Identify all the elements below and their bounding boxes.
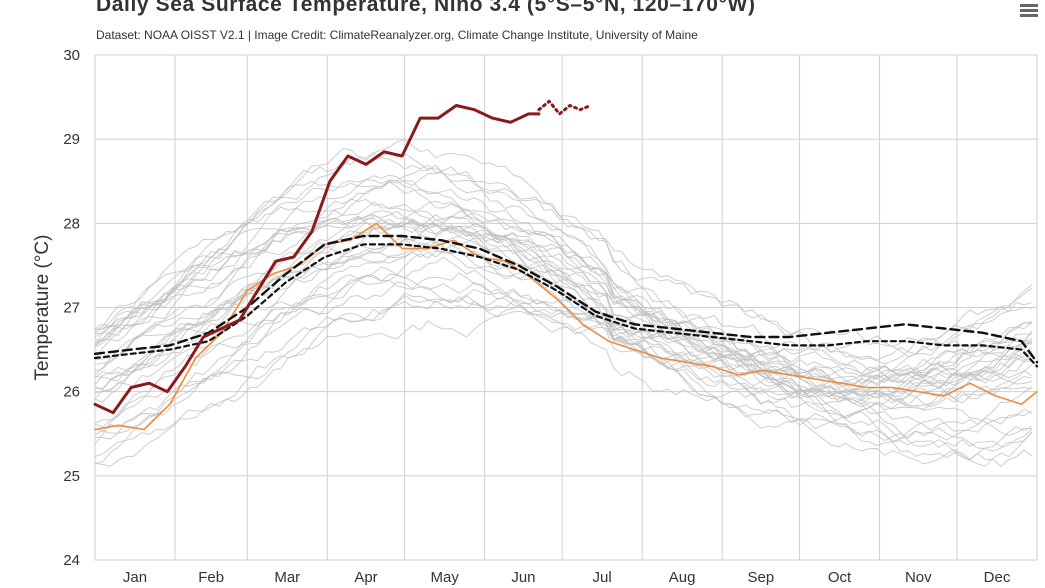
historical-year-line — [94, 226, 1032, 406]
x-tick-label: Oct — [828, 569, 852, 586]
x-tick-label: Nov — [905, 569, 932, 586]
historical-year-line — [94, 273, 1033, 452]
x-tick-label: Aug — [669, 569, 696, 586]
historical-year-line — [94, 210, 1033, 401]
y-tick-label: 30 — [63, 47, 80, 64]
historical-year-line — [94, 256, 1033, 431]
x-tick-label: Jan — [123, 569, 147, 586]
historical-year-line — [94, 178, 1032, 383]
historical-year-line — [94, 250, 1033, 390]
historical-year-line — [94, 250, 1033, 467]
y-tick-label: 27 — [63, 300, 80, 317]
menu-bar — [1020, 4, 1038, 7]
y-axis-label: Temperature (°C) — [32, 235, 53, 381]
historical-years-group — [94, 138, 1033, 468]
menu-bar — [1020, 14, 1038, 17]
y-tick-label: 29 — [63, 131, 80, 148]
x-tick-label: Sep — [748, 569, 775, 586]
series-mean-dashed-line — [93, 234, 1039, 364]
x-tick-label: Jun — [511, 569, 535, 586]
plot-border — [94, 54, 1038, 561]
x-tick-label: Apr — [354, 569, 377, 586]
chart-subtitle: Dataset: NOAA OISST V2.1 | Image Credit:… — [96, 28, 698, 42]
menu-bar — [1020, 9, 1038, 12]
x-tick-label: Dec — [984, 569, 1011, 586]
historical-year-line — [94, 222, 1033, 407]
historical-year-line — [94, 157, 1032, 361]
historical-year-line — [94, 242, 1033, 442]
x-tick-label: Feb — [198, 569, 224, 586]
historical-year-line — [94, 151, 1032, 386]
historical-year-line — [94, 180, 1033, 387]
historical-year-line — [94, 274, 1033, 440]
x-tick-label: Jul — [593, 569, 612, 586]
x-tick-label: May — [431, 569, 460, 586]
historical-year-line — [94, 304, 1032, 437]
y-tick-label: 28 — [63, 215, 80, 232]
historical-year-line — [94, 213, 1033, 392]
series-current-year-line — [93, 104, 541, 415]
chart-title: Daily Sea Surface Temperature, Niño 3.4 … — [96, 0, 756, 16]
x-tick-label: Mar — [274, 569, 300, 586]
historical-year-line — [94, 288, 1033, 457]
series-forecast-dotted-line — [537, 99, 592, 116]
y-tick-label: 24 — [63, 552, 80, 569]
historical-year-line — [94, 198, 1032, 385]
series-orange-line — [94, 222, 1038, 431]
y-tick-label: 25 — [63, 468, 80, 485]
historical-year-line — [94, 300, 1033, 464]
historical-year-line — [94, 294, 1033, 468]
hamburger-menu-icon[interactable] — [1019, 2, 1039, 20]
historical-year-line — [94, 221, 1032, 391]
series-mean-short-dashed-line — [93, 243, 1039, 368]
historical-year-line — [94, 216, 1033, 408]
y-tick-label: 26 — [63, 384, 80, 401]
